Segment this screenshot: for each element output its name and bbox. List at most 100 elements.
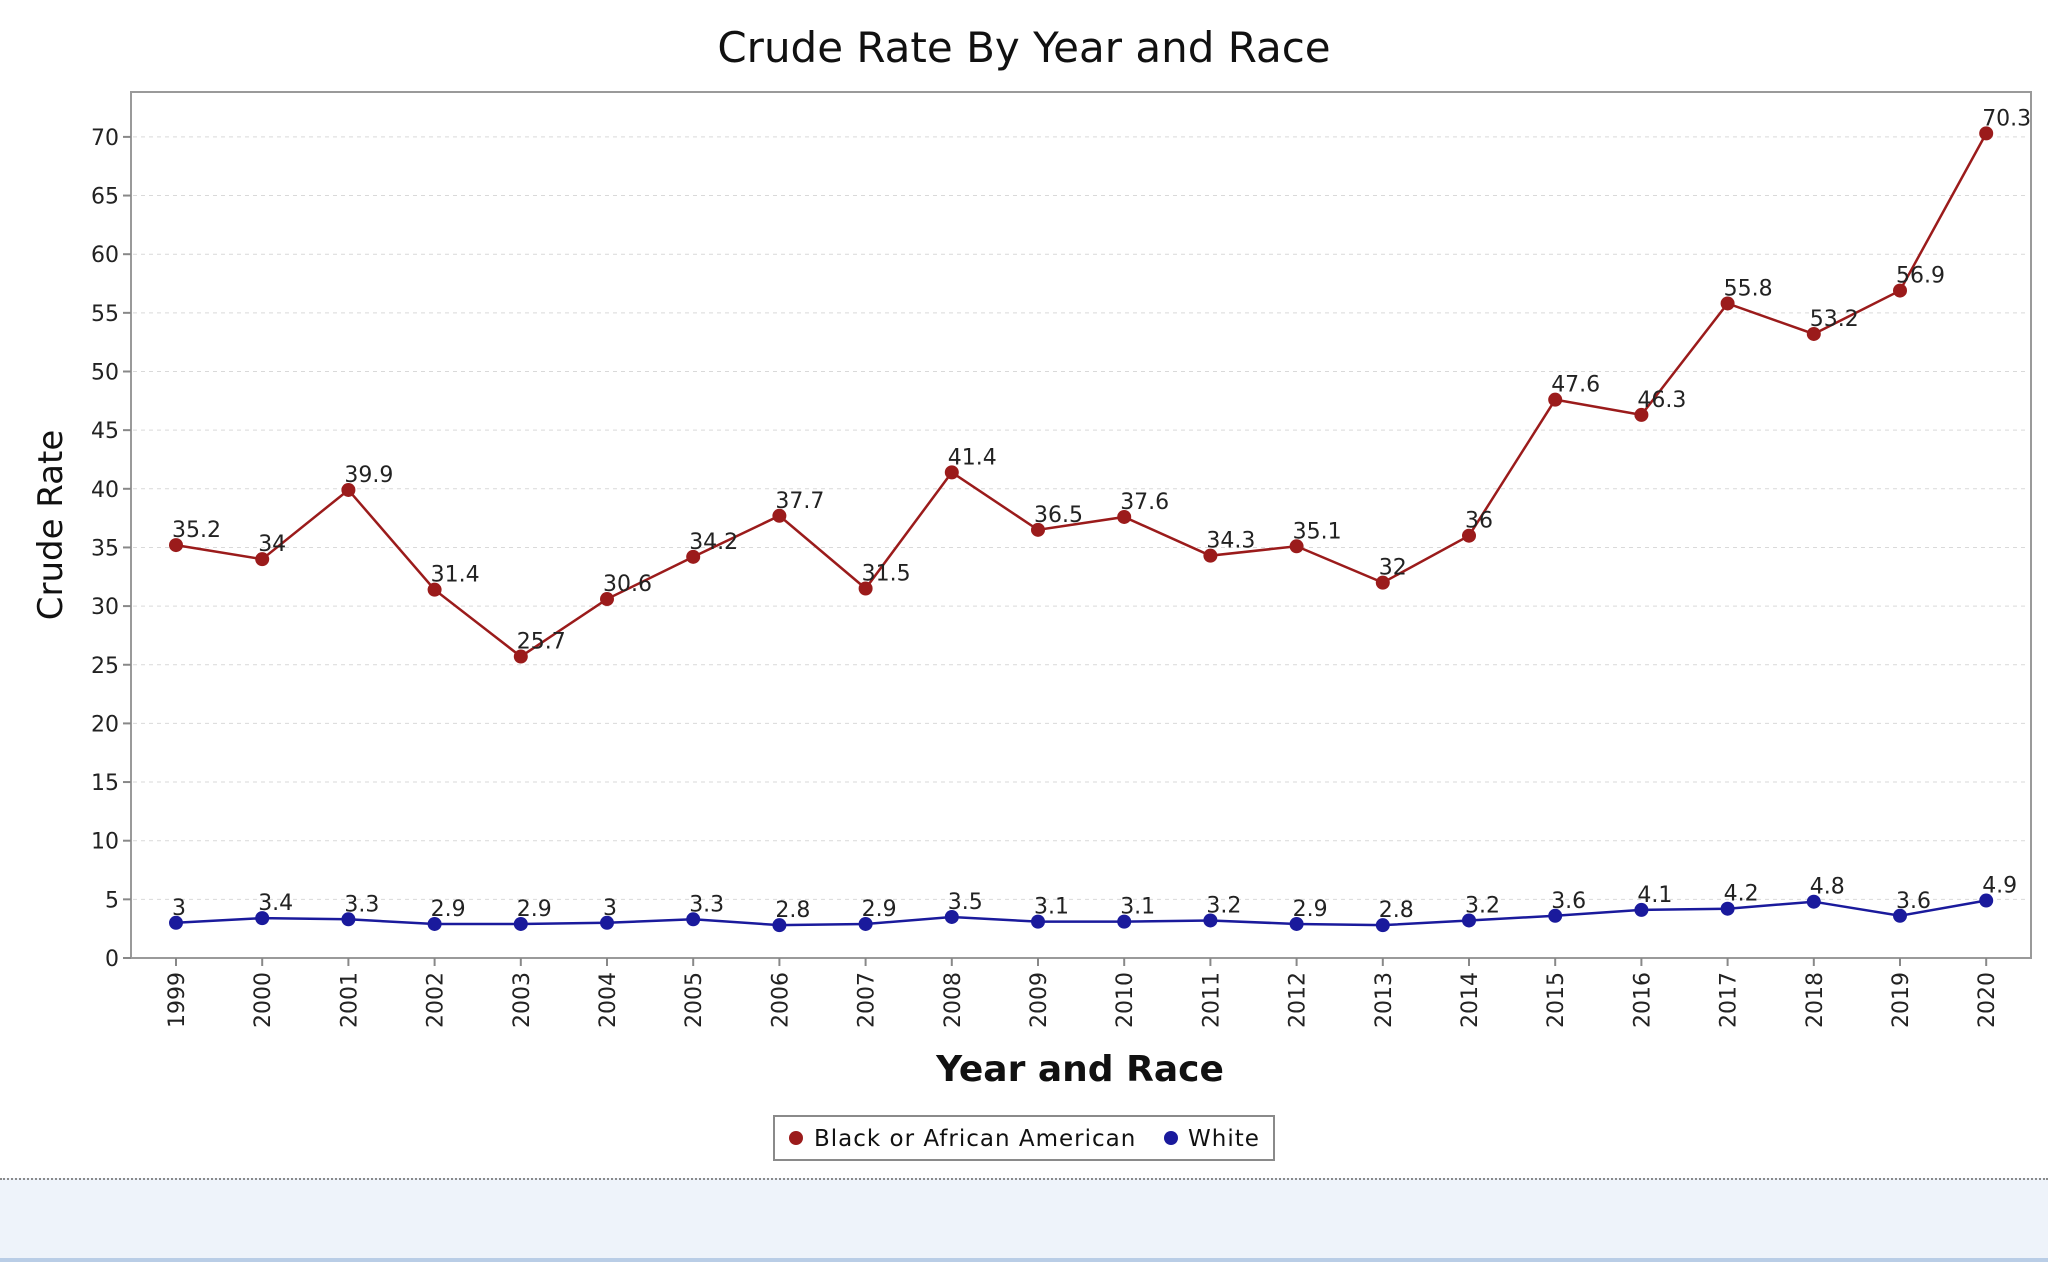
data-label: 34	[258, 532, 286, 557]
data-label: 34.3	[1206, 529, 1255, 554]
data-label: 46.3	[1637, 388, 1686, 413]
x-tick-label: 2007	[855, 972, 880, 1028]
data-label: 3.5	[948, 890, 983, 915]
data-label: 35.1	[1293, 519, 1342, 544]
x-tick-label: 2019	[1889, 972, 1914, 1028]
data-point	[1289, 916, 1304, 931]
data-point	[1720, 296, 1735, 311]
x-tick-label: 2009	[1027, 972, 1052, 1028]
data-point	[1634, 407, 1649, 422]
data-labels: 35.23439.931.425.730.634.237.731.541.436…	[172, 106, 2031, 923]
data-point	[169, 538, 183, 553]
x-tick-label: 2000	[251, 972, 276, 1028]
data-label: 37.6	[1120, 490, 1169, 515]
y-tick-label: 30	[91, 595, 119, 620]
data-label: 2.9	[517, 897, 552, 922]
y-tick-label: 45	[91, 419, 119, 444]
x-axis-label: Year and Race	[935, 1049, 1224, 1090]
data-point	[858, 581, 873, 596]
x-tick-label: 2016	[1630, 972, 1655, 1028]
data-label: 2.9	[862, 897, 897, 922]
data-label: 3.2	[1465, 893, 1500, 918]
data-label: 4.2	[1724, 882, 1759, 907]
legend-label-black: Black or African American	[814, 1126, 1136, 1152]
y-tick-label: 5	[105, 888, 119, 913]
data-point	[1806, 326, 1821, 341]
data-point	[600, 915, 614, 930]
x-tick-label: 2008	[941, 972, 966, 1028]
data-label: 3.6	[1896, 889, 1931, 914]
y-axis-label: Crude Rate	[31, 430, 71, 621]
data-label: 4.8	[1810, 875, 1845, 900]
data-point	[772, 918, 787, 933]
data-label: 3.1	[1034, 895, 1069, 920]
y-tick-label: 50	[91, 361, 119, 386]
data-point	[427, 916, 442, 931]
gridlines	[133, 136, 2029, 900]
data-label: 2.8	[1379, 898, 1414, 923]
x-tick-label: 2005	[682, 972, 707, 1028]
x-tick-label: 2015	[1544, 972, 1569, 1028]
data-label: 30.6	[603, 572, 652, 597]
data-label: 2.9	[431, 897, 466, 922]
data-point	[1375, 575, 1390, 590]
data-point	[1462, 528, 1476, 543]
data-label: 39.9	[344, 463, 393, 488]
legend-marker-white	[1164, 1131, 1178, 1145]
y-tick-label: 20	[91, 712, 119, 737]
bottom-border	[0, 1258, 2048, 1262]
data-label: 55.8	[1724, 276, 1773, 301]
data-label: 34.2	[689, 530, 738, 555]
x-tick-label: 2018	[1803, 972, 1828, 1028]
data-label: 56.9	[1896, 264, 1945, 289]
data-label: 2.9	[1293, 897, 1328, 922]
y-tick-label: 70	[91, 126, 119, 151]
data-point	[1203, 548, 1218, 563]
data-label: 4.9	[1982, 874, 2017, 899]
x-tick-label: 2020	[1975, 972, 2000, 1028]
x-tick-label: 2013	[1372, 972, 1397, 1028]
data-point	[686, 549, 701, 564]
y-tick-label: 40	[91, 478, 119, 503]
data-label: 41.4	[948, 445, 997, 470]
data-label: 3.1	[1120, 895, 1155, 920]
data-point	[772, 508, 787, 523]
data-point	[341, 482, 356, 497]
data-label: 37.7	[775, 489, 824, 514]
data-label: 35.2	[172, 518, 221, 543]
data-point	[1720, 901, 1735, 916]
x-tick-label: 2010	[1113, 972, 1138, 1028]
data-label: 36.5	[1034, 503, 1083, 528]
data-point	[513, 916, 528, 931]
data-point	[1634, 902, 1649, 917]
data-point	[1117, 509, 1132, 524]
data-point	[1806, 894, 1821, 909]
data-point	[858, 916, 873, 931]
data-point	[944, 465, 959, 480]
data-label: 3.3	[344, 892, 379, 917]
data-label: 3	[172, 896, 186, 921]
data-point	[1979, 126, 1994, 141]
x-axis-ticks: 1999 2000 2001 2002 2003 2004 2005 2006 2007 2008…	[165, 958, 2000, 1028]
x-tick-label: 2001	[337, 972, 362, 1028]
x-tick-label: 2006	[768, 972, 793, 1028]
data-point	[600, 592, 614, 607]
data-point	[1893, 908, 1907, 923]
data-point	[1893, 283, 1907, 298]
data-point	[255, 552, 270, 567]
data-point	[686, 912, 701, 927]
series-group	[169, 126, 1994, 933]
x-tick-label: 1999	[165, 972, 190, 1028]
x-tick-label: 2003	[510, 972, 535, 1028]
y-tick-label: 15	[91, 771, 119, 796]
data-point	[1289, 539, 1304, 554]
series-line-black-or-african-american	[175, 132, 1988, 659]
plot-area	[130, 91, 2032, 959]
data-label: 3	[603, 896, 617, 921]
y-tick-label: 10	[91, 830, 119, 855]
data-point	[427, 582, 442, 597]
data-point	[1548, 392, 1563, 407]
y-tick-label: 60	[91, 243, 119, 268]
